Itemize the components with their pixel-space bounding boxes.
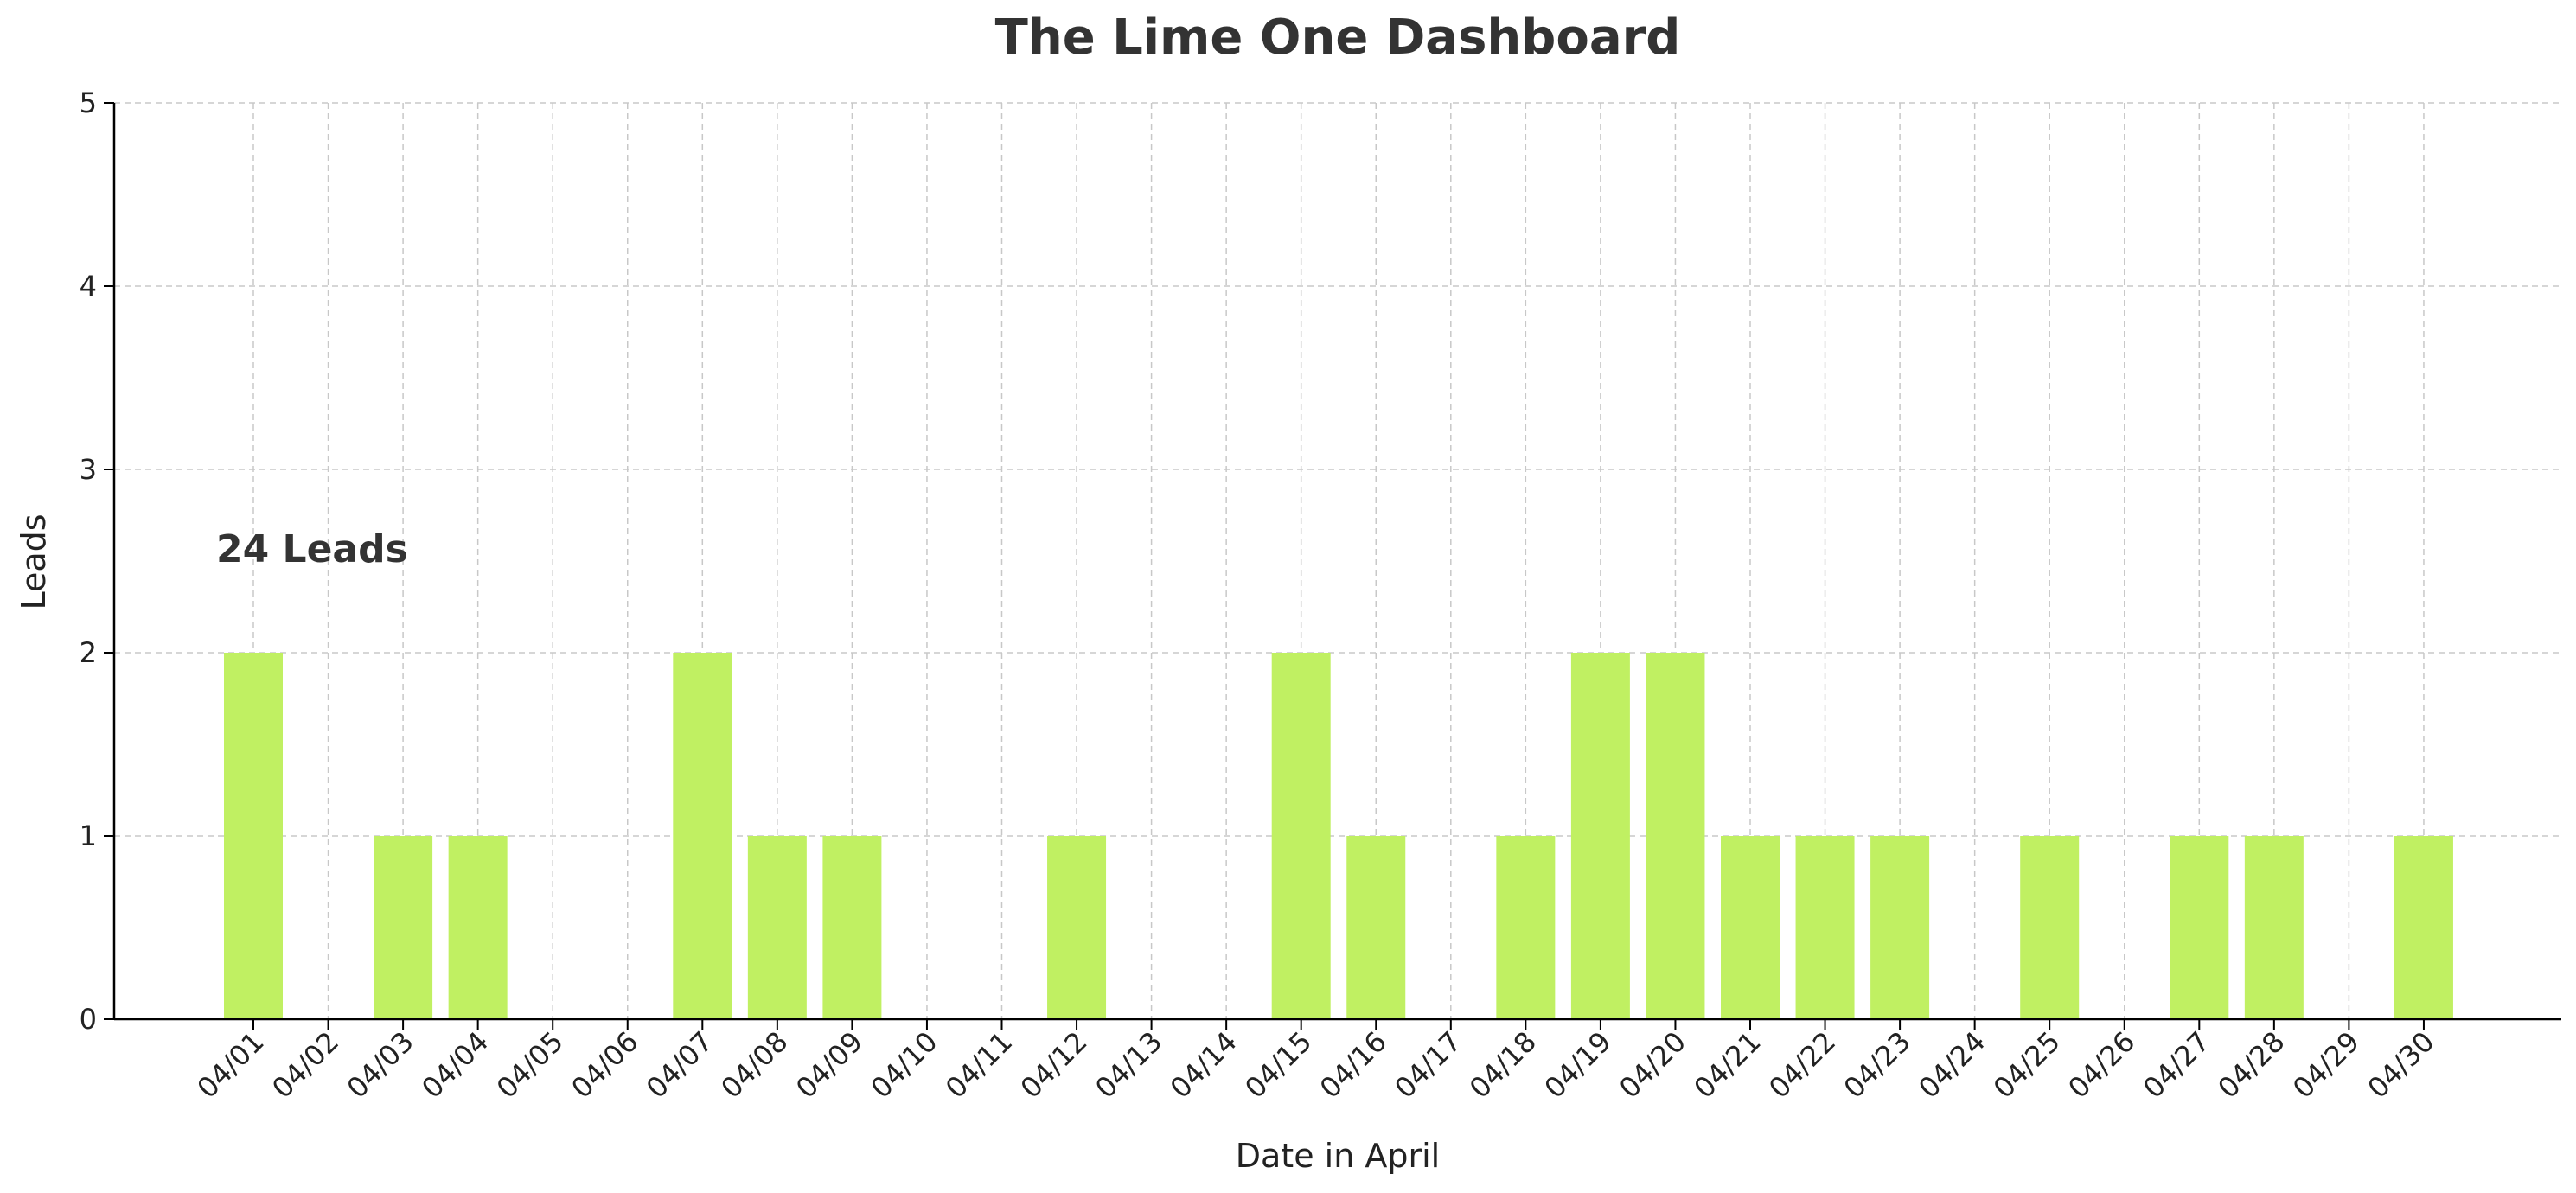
x-tick-label: 04/04 <box>415 1025 495 1105</box>
x-tick-label: 04/30 <box>2362 1025 2441 1105</box>
x-tick-label: 04/03 <box>341 1025 420 1105</box>
x-tick-label: 04/28 <box>2211 1025 2291 1105</box>
x-tick-label: 04/20 <box>1613 1025 1692 1105</box>
y-tick-label: 1 <box>80 820 97 852</box>
x-tick-label: 04/29 <box>2286 1025 2366 1105</box>
x-tick-label: 04/17 <box>1388 1025 1467 1105</box>
x-tick-label: 04/13 <box>1089 1025 1168 1105</box>
x-tick-label: 04/18 <box>1463 1025 1543 1105</box>
x-tick-label: 04/24 <box>1912 1025 1991 1105</box>
x-tick-label: 04/08 <box>714 1025 794 1105</box>
bar-04-18 <box>1496 836 1556 1019</box>
bar-04-20 <box>1646 653 1705 1019</box>
x-tick-label: 04/19 <box>1537 1025 1617 1105</box>
x-tick-label: 04/10 <box>865 1025 944 1105</box>
y-axis-label: Leads <box>15 514 53 609</box>
y-tick-label: 4 <box>80 270 97 303</box>
bar-04-22 <box>1795 836 1855 1019</box>
bar-04-21 <box>1721 836 1780 1019</box>
bar-04-27 <box>2170 836 2229 1019</box>
total-leads-annotation: 24 Leads <box>216 527 408 571</box>
bars <box>224 653 2453 1019</box>
x-tick-label: 04/23 <box>1838 1025 1917 1105</box>
x-tick-label: 04/09 <box>789 1025 869 1105</box>
tick-labels: 01234504/0104/0204/0304/0404/0504/0604/0… <box>80 86 2441 1105</box>
bar-04-23 <box>1870 836 1930 1019</box>
x-tick-label: 04/02 <box>265 1025 345 1105</box>
bar-04-30 <box>2394 836 2453 1019</box>
bar-04-04 <box>448 836 508 1019</box>
grid <box>114 102 2561 1020</box>
x-tick-label: 04/01 <box>191 1025 271 1105</box>
x-tick-label: 04/11 <box>939 1025 1019 1105</box>
chart-title: The Lime One Dashboard <box>995 10 1681 66</box>
bar-04-08 <box>747 836 807 1019</box>
x-tick-label: 04/25 <box>1987 1025 2067 1105</box>
bar-04-03 <box>374 836 433 1019</box>
x-tick-label: 04/22 <box>1762 1025 1842 1105</box>
x-tick-label: 04/15 <box>1238 1025 1318 1105</box>
bar-04-01 <box>224 653 283 1019</box>
bar-04-12 <box>1047 836 1107 1019</box>
x-tick-label: 04/07 <box>640 1025 719 1105</box>
bar-04-25 <box>2020 836 2080 1019</box>
x-tick-label: 04/21 <box>1688 1025 1767 1105</box>
x-tick-label: 04/14 <box>1164 1025 1243 1105</box>
x-tick-label: 04/12 <box>1014 1025 1094 1105</box>
bar-04-07 <box>673 653 732 1019</box>
x-axis-label: Date in April <box>1236 1137 1440 1175</box>
bar-04-16 <box>1346 836 1406 1019</box>
y-tick-label: 0 <box>80 1003 97 1036</box>
bar-04-15 <box>1271 653 1331 1019</box>
x-tick-label: 04/26 <box>2061 1025 2141 1105</box>
axes <box>104 102 2561 1030</box>
bar-04-19 <box>1570 653 1630 1019</box>
y-tick-label: 5 <box>80 86 97 119</box>
bar-04-28 <box>2244 836 2304 1019</box>
x-tick-label: 04/06 <box>565 1025 644 1105</box>
x-tick-label: 04/05 <box>490 1025 570 1105</box>
x-tick-label: 04/16 <box>1314 1025 1393 1105</box>
bar-04-09 <box>822 836 882 1019</box>
y-tick-label: 3 <box>80 453 97 486</box>
x-tick-label: 04/27 <box>2137 1025 2216 1105</box>
y-tick-label: 2 <box>80 636 97 669</box>
